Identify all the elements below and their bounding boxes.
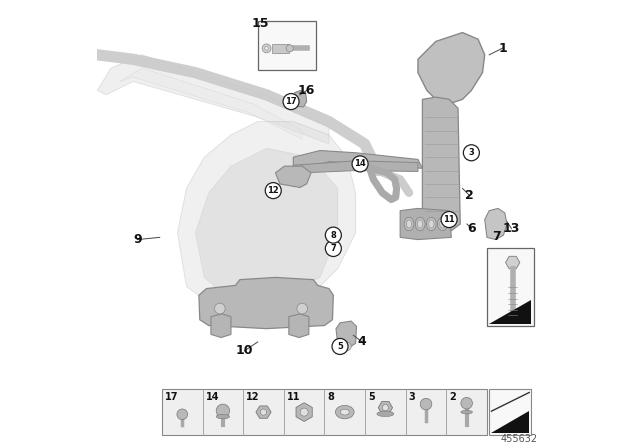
Polygon shape (489, 300, 531, 324)
Ellipse shape (406, 220, 412, 228)
Circle shape (325, 241, 341, 257)
Text: 13: 13 (503, 222, 520, 235)
Ellipse shape (461, 410, 472, 414)
Ellipse shape (335, 405, 354, 419)
Ellipse shape (340, 409, 349, 415)
Text: 17: 17 (165, 392, 179, 402)
Text: 17: 17 (285, 97, 297, 106)
Circle shape (265, 47, 268, 50)
Polygon shape (275, 166, 311, 188)
Text: 6: 6 (467, 222, 476, 235)
Circle shape (265, 183, 281, 198)
Circle shape (420, 398, 432, 410)
Circle shape (325, 227, 341, 243)
Circle shape (382, 405, 388, 411)
Polygon shape (422, 97, 460, 231)
Circle shape (297, 303, 308, 314)
Bar (272, 44, 289, 53)
Circle shape (260, 409, 267, 415)
Polygon shape (492, 411, 529, 433)
Circle shape (214, 303, 225, 314)
Bar (162, 389, 487, 435)
Text: 16: 16 (298, 84, 316, 97)
Bar (258, 22, 316, 70)
Text: 7: 7 (492, 230, 501, 243)
Polygon shape (296, 403, 312, 422)
Polygon shape (336, 321, 356, 348)
Polygon shape (293, 151, 422, 171)
Circle shape (262, 44, 271, 53)
Ellipse shape (440, 220, 445, 228)
Text: 2: 2 (449, 392, 456, 402)
Circle shape (283, 94, 299, 110)
Text: 9: 9 (133, 233, 142, 246)
Text: 12: 12 (246, 392, 260, 402)
Ellipse shape (429, 220, 434, 228)
Polygon shape (292, 90, 307, 107)
Polygon shape (97, 55, 329, 144)
Text: 3: 3 (468, 148, 474, 157)
Bar (489, 389, 531, 435)
Circle shape (332, 338, 348, 354)
Polygon shape (199, 277, 333, 329)
Polygon shape (211, 314, 231, 337)
Text: 455632: 455632 (501, 435, 538, 444)
Polygon shape (177, 121, 356, 313)
Circle shape (463, 145, 479, 161)
Polygon shape (378, 401, 392, 414)
Text: 4: 4 (358, 336, 367, 349)
Ellipse shape (216, 414, 230, 419)
Text: 3: 3 (409, 392, 415, 402)
Text: 8: 8 (330, 231, 336, 240)
Ellipse shape (415, 217, 425, 231)
Text: 12: 12 (268, 186, 279, 195)
Ellipse shape (417, 220, 423, 228)
Circle shape (177, 409, 188, 420)
Text: 8: 8 (328, 392, 335, 402)
Text: 15: 15 (251, 17, 269, 30)
Polygon shape (506, 256, 520, 269)
Circle shape (441, 211, 457, 228)
Polygon shape (289, 314, 309, 337)
Polygon shape (400, 208, 451, 240)
Text: 11: 11 (287, 392, 300, 402)
Text: 14: 14 (354, 159, 366, 168)
Circle shape (216, 404, 230, 418)
Polygon shape (256, 406, 271, 418)
Bar (487, 249, 534, 327)
Polygon shape (418, 33, 484, 104)
Text: 1: 1 (498, 42, 507, 55)
Ellipse shape (377, 411, 394, 417)
Ellipse shape (404, 217, 414, 231)
Text: 10: 10 (236, 345, 253, 358)
Ellipse shape (438, 217, 447, 231)
Polygon shape (120, 68, 302, 139)
Text: 5: 5 (368, 392, 375, 402)
Circle shape (286, 45, 293, 52)
Text: 14: 14 (205, 392, 219, 402)
Circle shape (300, 408, 308, 416)
Ellipse shape (426, 217, 436, 231)
Polygon shape (484, 208, 507, 240)
Circle shape (342, 342, 351, 351)
Text: 2: 2 (465, 189, 474, 202)
Text: 7: 7 (330, 244, 336, 253)
Circle shape (352, 156, 368, 172)
Polygon shape (293, 161, 418, 173)
Circle shape (461, 397, 472, 409)
Text: 5: 5 (337, 342, 343, 351)
Polygon shape (195, 148, 338, 300)
Text: 11: 11 (444, 215, 455, 224)
